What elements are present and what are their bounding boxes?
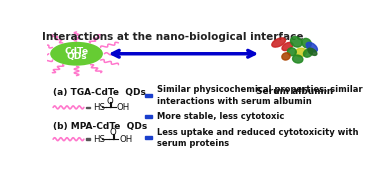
Ellipse shape	[293, 55, 303, 63]
FancyBboxPatch shape	[145, 136, 152, 139]
Ellipse shape	[306, 42, 318, 52]
FancyBboxPatch shape	[86, 138, 90, 140]
Ellipse shape	[304, 49, 313, 57]
Ellipse shape	[308, 48, 317, 55]
FancyBboxPatch shape	[145, 115, 152, 118]
Text: More stable, less cytotoxic: More stable, less cytotoxic	[157, 112, 285, 121]
FancyBboxPatch shape	[86, 106, 90, 108]
Ellipse shape	[282, 53, 290, 60]
Text: CdTe: CdTe	[65, 47, 88, 56]
Text: O: O	[106, 96, 113, 106]
Text: Interactions at the nano-biological interface: Interactions at the nano-biological inte…	[42, 31, 304, 41]
Ellipse shape	[282, 42, 293, 51]
Ellipse shape	[272, 38, 285, 47]
Circle shape	[50, 42, 103, 66]
Text: Less uptake and reduced cytotoxicity with
serum proteins: Less uptake and reduced cytotoxicity wit…	[157, 128, 359, 148]
Text: QDs: QDs	[66, 52, 87, 61]
Ellipse shape	[291, 37, 302, 47]
Text: O: O	[109, 128, 116, 137]
Ellipse shape	[295, 48, 306, 57]
Text: OH: OH	[119, 135, 132, 144]
Ellipse shape	[302, 38, 311, 48]
Text: Similar physicochemical properties, similar
interactions with serum albumin: Similar physicochemical properties, simi…	[157, 85, 363, 105]
Text: (a) TGA-CdTe  QDs: (a) TGA-CdTe QDs	[53, 88, 146, 97]
Text: (b) MPA-CdTe  QDs: (b) MPA-CdTe QDs	[53, 122, 147, 131]
Ellipse shape	[287, 48, 296, 56]
Text: HS: HS	[93, 103, 105, 112]
Text: Serum albumin: Serum albumin	[256, 87, 333, 96]
Text: HS: HS	[93, 135, 105, 144]
FancyBboxPatch shape	[145, 94, 152, 97]
Text: OH: OH	[116, 103, 129, 112]
